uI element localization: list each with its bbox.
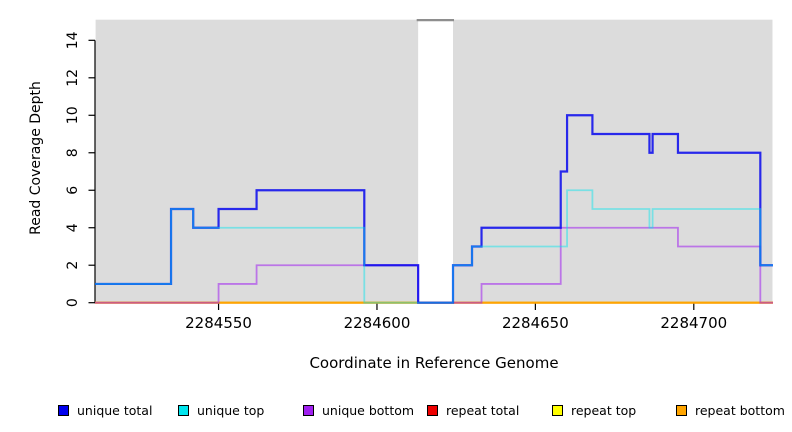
series-line-unique-top	[95, 189, 773, 304]
y-tick-label: 12	[65, 69, 81, 87]
y-axis-title: Read Coverage Depth	[28, 81, 44, 235]
series-line-unique-bottom	[95, 226, 773, 304]
y-tick-label: 0	[65, 298, 81, 307]
x-tick-label: 2284600	[344, 314, 411, 332]
y-tick-label: 8	[65, 148, 81, 157]
plot-background-right	[453, 19, 773, 304]
y-tick-label: 2	[65, 261, 81, 270]
y-tick-label: 4	[65, 223, 81, 232]
series-line-unique-total	[95, 114, 773, 304]
y-tick-label: 10	[65, 106, 81, 124]
x-tick-label: 2284700	[660, 314, 727, 332]
y-tick-label: 6	[65, 186, 81, 195]
y-tick-label: 14	[65, 31, 81, 49]
x-tick-label: 2284650	[502, 314, 569, 332]
x-axis-title: Coordinate in Reference Genome	[309, 354, 559, 372]
plot-background-left	[95, 19, 419, 304]
x-tick-label: 2284550	[185, 314, 252, 332]
